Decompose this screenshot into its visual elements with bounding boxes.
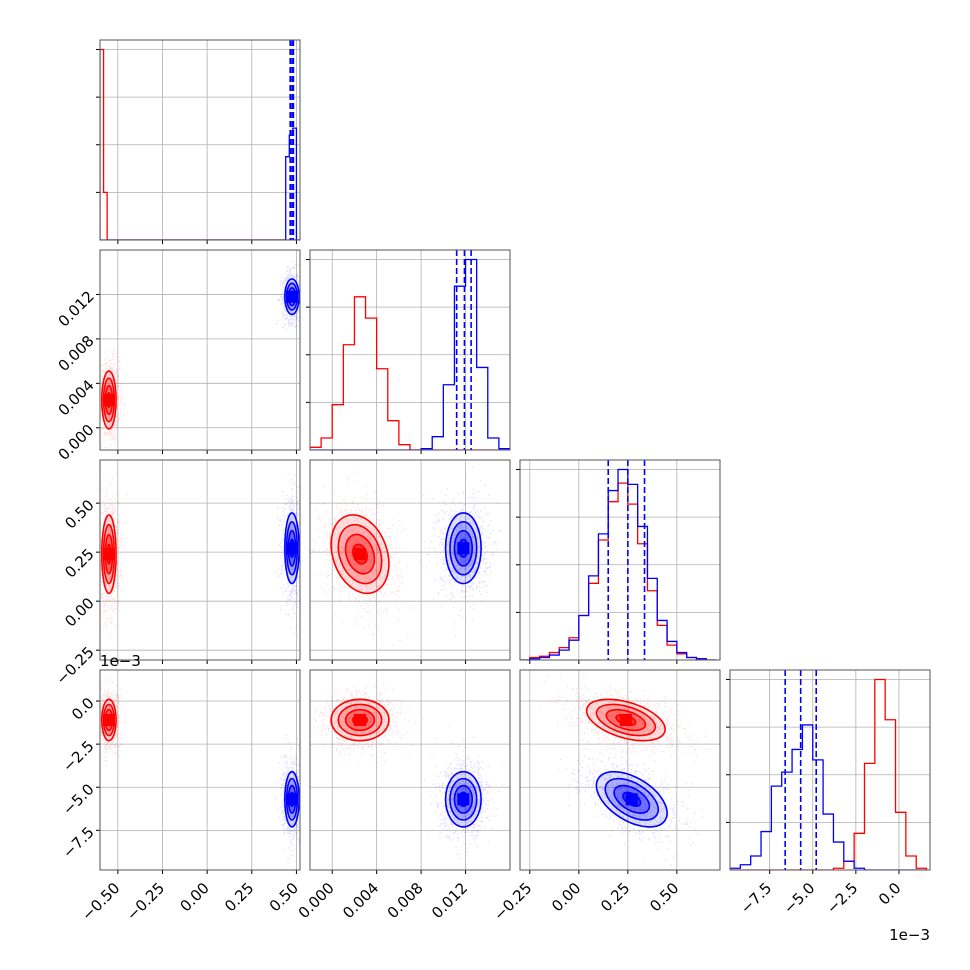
y-tick-label: −7.5 bbox=[59, 823, 97, 861]
x-tick-label: 0.0 bbox=[875, 879, 905, 909]
panel-plot-area bbox=[520, 460, 720, 660]
histogram-blue bbox=[520, 468, 717, 660]
y-tick-label: 0.012 bbox=[55, 287, 98, 330]
peak-density-blue bbox=[285, 793, 298, 806]
panel-frame bbox=[99, 249, 301, 451]
panel-4-1: −7.5−5.0−2.50.01e−3−0.50 −0.25 0.00 0.25 0.5… bbox=[59, 652, 302, 924]
x-tick-label: 0.25 bbox=[597, 879, 633, 915]
peak-density-red bbox=[354, 548, 366, 561]
x-tick-label: −5.0 bbox=[780, 879, 818, 917]
panel-3-3 bbox=[516, 459, 721, 664]
peak-density-red bbox=[619, 714, 632, 726]
peak-density-blue bbox=[457, 793, 470, 806]
histogram-red bbox=[520, 482, 717, 660]
histogram-blue bbox=[310, 258, 510, 450]
y-tick-label: 0.004 bbox=[55, 376, 98, 419]
peak-density-blue bbox=[285, 542, 298, 555]
x-tick-label: −7.5 bbox=[737, 879, 775, 917]
y-tick-label: 0.50 bbox=[61, 496, 97, 532]
panel-4-2: 0.000 0.004 0.008 0.012 bbox=[295, 669, 511, 922]
x-tick-label: −0.25 bbox=[490, 879, 535, 924]
histogram-blue bbox=[730, 724, 927, 870]
panel-plot-area bbox=[310, 670, 510, 870]
histogram-red bbox=[730, 678, 928, 870]
peak-density-red bbox=[354, 714, 366, 726]
y-tick-label: 0.00 bbox=[61, 594, 97, 630]
peak-density-red bbox=[102, 714, 115, 726]
x-offset-label: 1e−3 bbox=[889, 926, 930, 944]
histogram-red bbox=[100, 48, 300, 240]
peak-density-red bbox=[102, 548, 115, 561]
scatter-points-red bbox=[100, 474, 129, 635]
panel-frame bbox=[309, 459, 511, 661]
y-tick-label: −5.0 bbox=[59, 780, 97, 818]
panel-frame bbox=[99, 39, 301, 241]
peak-density-red bbox=[102, 394, 115, 406]
x-tick-label: 0.00 bbox=[176, 879, 212, 915]
panel-plot-area bbox=[100, 670, 300, 870]
x-tick-label: −2.5 bbox=[823, 879, 861, 917]
peak-density-blue bbox=[625, 793, 638, 806]
panel-plot-area bbox=[100, 40, 300, 240]
y-tick-label: 0.25 bbox=[61, 545, 97, 581]
panel-3-2 bbox=[309, 459, 511, 664]
panel-frame bbox=[99, 669, 301, 871]
peak-density-blue bbox=[285, 290, 298, 303]
x-tick-label: 0.012 bbox=[428, 879, 471, 922]
peak-density-blue bbox=[457, 542, 470, 555]
panel-4-3: −0.25 0.00 0.25 0.50 bbox=[490, 669, 721, 924]
panel-3-1: −0.25 0.00 0.25 0.50 bbox=[52, 459, 301, 688]
histogram-blue bbox=[100, 127, 300, 240]
panel-frame bbox=[729, 669, 931, 871]
y-tick-label: 0.0 bbox=[68, 694, 98, 724]
panel-frame bbox=[519, 459, 721, 661]
scatter-points-red bbox=[312, 680, 424, 764]
x-tick-label: 0.25 bbox=[221, 879, 257, 915]
y-tick-label: 0.000 bbox=[55, 421, 98, 464]
panel-frame bbox=[519, 669, 721, 871]
x-tick-label: −0.25 bbox=[123, 879, 168, 924]
panel-plot-area bbox=[100, 250, 300, 450]
y-offset-label: 1e−3 bbox=[100, 652, 141, 670]
y-tick-label: 0.008 bbox=[55, 332, 98, 375]
histogram-red bbox=[310, 296, 510, 450]
panel-frame bbox=[309, 249, 511, 451]
x-tick-label: 0.004 bbox=[339, 879, 382, 922]
panel-frame bbox=[309, 669, 511, 871]
panel-plot-area bbox=[520, 670, 720, 870]
panel-2-2 bbox=[306, 249, 511, 454]
panel-4-4: −7.5 −5.0 −2.5 0.0 1e−3 bbox=[726, 669, 931, 944]
panel-plot-area bbox=[100, 460, 300, 660]
panel-1-1 bbox=[96, 39, 301, 244]
panel-frame bbox=[99, 459, 301, 661]
scatter-points-blue bbox=[424, 725, 505, 860]
y-tick-label: −0.25 bbox=[52, 643, 97, 688]
x-tick-label: 0.50 bbox=[646, 879, 682, 915]
x-tick-label: 0.00 bbox=[548, 879, 584, 915]
x-tick-label: −0.50 bbox=[78, 879, 123, 924]
x-tick-label: 0.008 bbox=[384, 879, 427, 922]
x-tick-label: 0.000 bbox=[295, 879, 338, 922]
panel-plot-area bbox=[310, 250, 510, 450]
panel-plot-area bbox=[310, 460, 510, 660]
y-tick-label: −2.5 bbox=[59, 737, 97, 775]
panel-plot-area bbox=[730, 670, 930, 870]
